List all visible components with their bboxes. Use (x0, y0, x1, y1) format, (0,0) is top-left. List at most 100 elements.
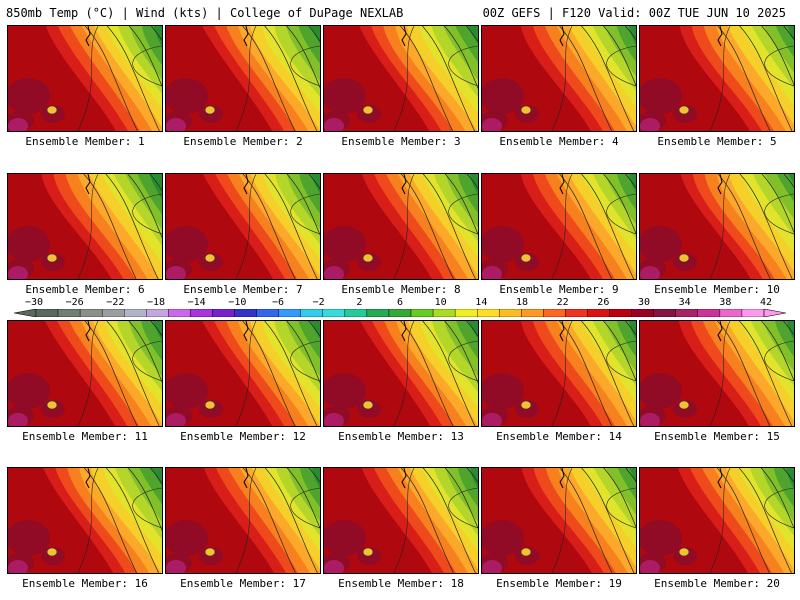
ensemble-member-caption: Ensemble Member: 16 (22, 577, 148, 590)
ensemble-member-panel (7, 320, 163, 427)
colorbar-swatch (57, 309, 81, 317)
ensemble-member-caption: Ensemble Member: 19 (496, 577, 622, 590)
ensemble-member-caption: Ensemble Member: 13 (338, 430, 464, 443)
ensemble-member-panel (165, 467, 321, 574)
ensemble-member-panel (323, 467, 479, 574)
ensemble-member-caption: Ensemble Member: 11 (22, 430, 148, 443)
colorbar-swatch (146, 309, 169, 317)
temperature-map (166, 468, 320, 573)
colorbar-swatch (256, 309, 279, 317)
colorbar-swatch (101, 309, 125, 317)
colorbar-swatch (521, 309, 544, 317)
ensemble-member-panel (481, 25, 637, 132)
colorbar-swatch (454, 309, 478, 317)
temperature-map (640, 468, 794, 573)
ensemble-member-panel (165, 25, 321, 132)
colorbar-swatch (653, 309, 676, 317)
colorbar-tick-label: 14 (475, 297, 488, 308)
ensemble-member-caption: Ensemble Member: 5 (657, 135, 777, 148)
ensemble-member-panel (639, 320, 795, 427)
colorbar-tick-label: −6 (271, 297, 285, 308)
colorbar-swatch (366, 309, 390, 317)
colorbar-swatch (124, 309, 147, 317)
ensemble-member-caption: Ensemble Member: 2 (183, 135, 303, 148)
temperature-map (482, 174, 636, 279)
colorbar-swatch (410, 309, 434, 317)
colorbar-tick-label: −30 (24, 297, 44, 308)
colorbar-tick-label: 38 (719, 297, 732, 308)
ensemble-member-panel (7, 173, 163, 280)
ensemble-member-panel (165, 173, 321, 280)
temperature-map (640, 26, 794, 131)
colorbar-swatch (543, 309, 566, 317)
ensemble-member-caption: Ensemble Member: 3 (341, 135, 461, 148)
temperature-map (640, 321, 794, 426)
colorbar-swatch (587, 309, 610, 317)
colorbar-swatch (168, 309, 191, 317)
ensemble-member-caption: Ensemble Member: 1 (25, 135, 145, 148)
colorbar-tick-label: −10 (228, 297, 247, 308)
colorbar-tick-label: 10 (434, 297, 447, 308)
ensemble-member-caption: Ensemble Member: 20 (654, 577, 780, 590)
colorbar-swatch (631, 309, 654, 317)
temperature-map (482, 321, 636, 426)
temperature-map (324, 321, 478, 426)
colorbar-swatch (477, 309, 500, 317)
colorbar-tick-label: 26 (597, 297, 610, 308)
colorbar-swatch (565, 309, 588, 317)
colorbar-tick-label: 34 (678, 297, 691, 308)
temperature-map (8, 321, 162, 426)
colorbar-tick-label: 6 (396, 297, 404, 308)
model-run-info: 00Z GEFS | F120 Valid: 00Z TUE JUN 10 20… (482, 6, 786, 20)
ensemble-member-panel (639, 25, 795, 132)
temperature-map (324, 26, 478, 131)
temperature-map (324, 174, 478, 279)
colorbar-tick-label: −22 (106, 297, 125, 308)
ensemble-member-caption: Ensemble Member: 18 (338, 577, 464, 590)
colorbar-swatch (278, 309, 301, 317)
temperature-map (8, 468, 162, 573)
ensemble-member-panel (323, 320, 479, 427)
colorbar-swatch (322, 309, 346, 317)
colorbar-tick-label: −2 (312, 297, 325, 308)
colorbar-swatch (719, 309, 743, 317)
colorbar-swatch (675, 309, 699, 317)
temperature-map (324, 468, 478, 573)
colorbar-swatch (741, 309, 765, 317)
colorbar-swatch (344, 309, 368, 317)
ensemble-member-caption: Ensemble Member: 6 (25, 283, 145, 296)
colorbar-swatch (499, 309, 522, 317)
ensemble-member-caption: Ensemble Member: 9 (499, 283, 619, 296)
ensemble-member-caption: Ensemble Member: 17 (180, 577, 306, 590)
map-title: 850mb Temp (°C) | Wind (kts) | College o… (6, 6, 404, 20)
colorbar-tick-label: 30 (637, 297, 651, 308)
ensemble-member-panel (639, 467, 795, 574)
ensemble-member-caption: Ensemble Member: 4 (499, 135, 619, 148)
temperature-map (8, 174, 162, 279)
colorbar-swatch (388, 309, 412, 317)
colorbar-tick-label: 42 (759, 297, 773, 308)
ensemble-member-caption: Ensemble Member: 7 (183, 283, 303, 296)
temperature-map (166, 26, 320, 131)
colorbar-swatch (190, 309, 213, 317)
colorbar-tick-label: −26 (65, 297, 84, 308)
temperature-map (8, 26, 162, 131)
colorbar-swatch (432, 309, 456, 317)
ensemble-member-panel (7, 467, 163, 574)
ensemble-member-panel (481, 173, 637, 280)
ensemble-member-panel (481, 467, 637, 574)
temperature-map (166, 321, 320, 426)
ensemble-member-panel (481, 320, 637, 427)
temperature-map (640, 174, 794, 279)
ensemble-member-panel (323, 25, 479, 132)
colorbar-tick-label: 22 (556, 297, 569, 308)
ensemble-member-panel (165, 320, 321, 427)
colorbar-tick-label: −14 (187, 297, 206, 308)
temperature-map (482, 468, 636, 573)
colorbar-swatch (212, 309, 235, 317)
colorbar-swatch (609, 309, 632, 317)
colorbar-swatch (300, 309, 323, 317)
colorbar-swatch (234, 309, 257, 317)
colorbar-tick-label: 18 (515, 297, 529, 308)
